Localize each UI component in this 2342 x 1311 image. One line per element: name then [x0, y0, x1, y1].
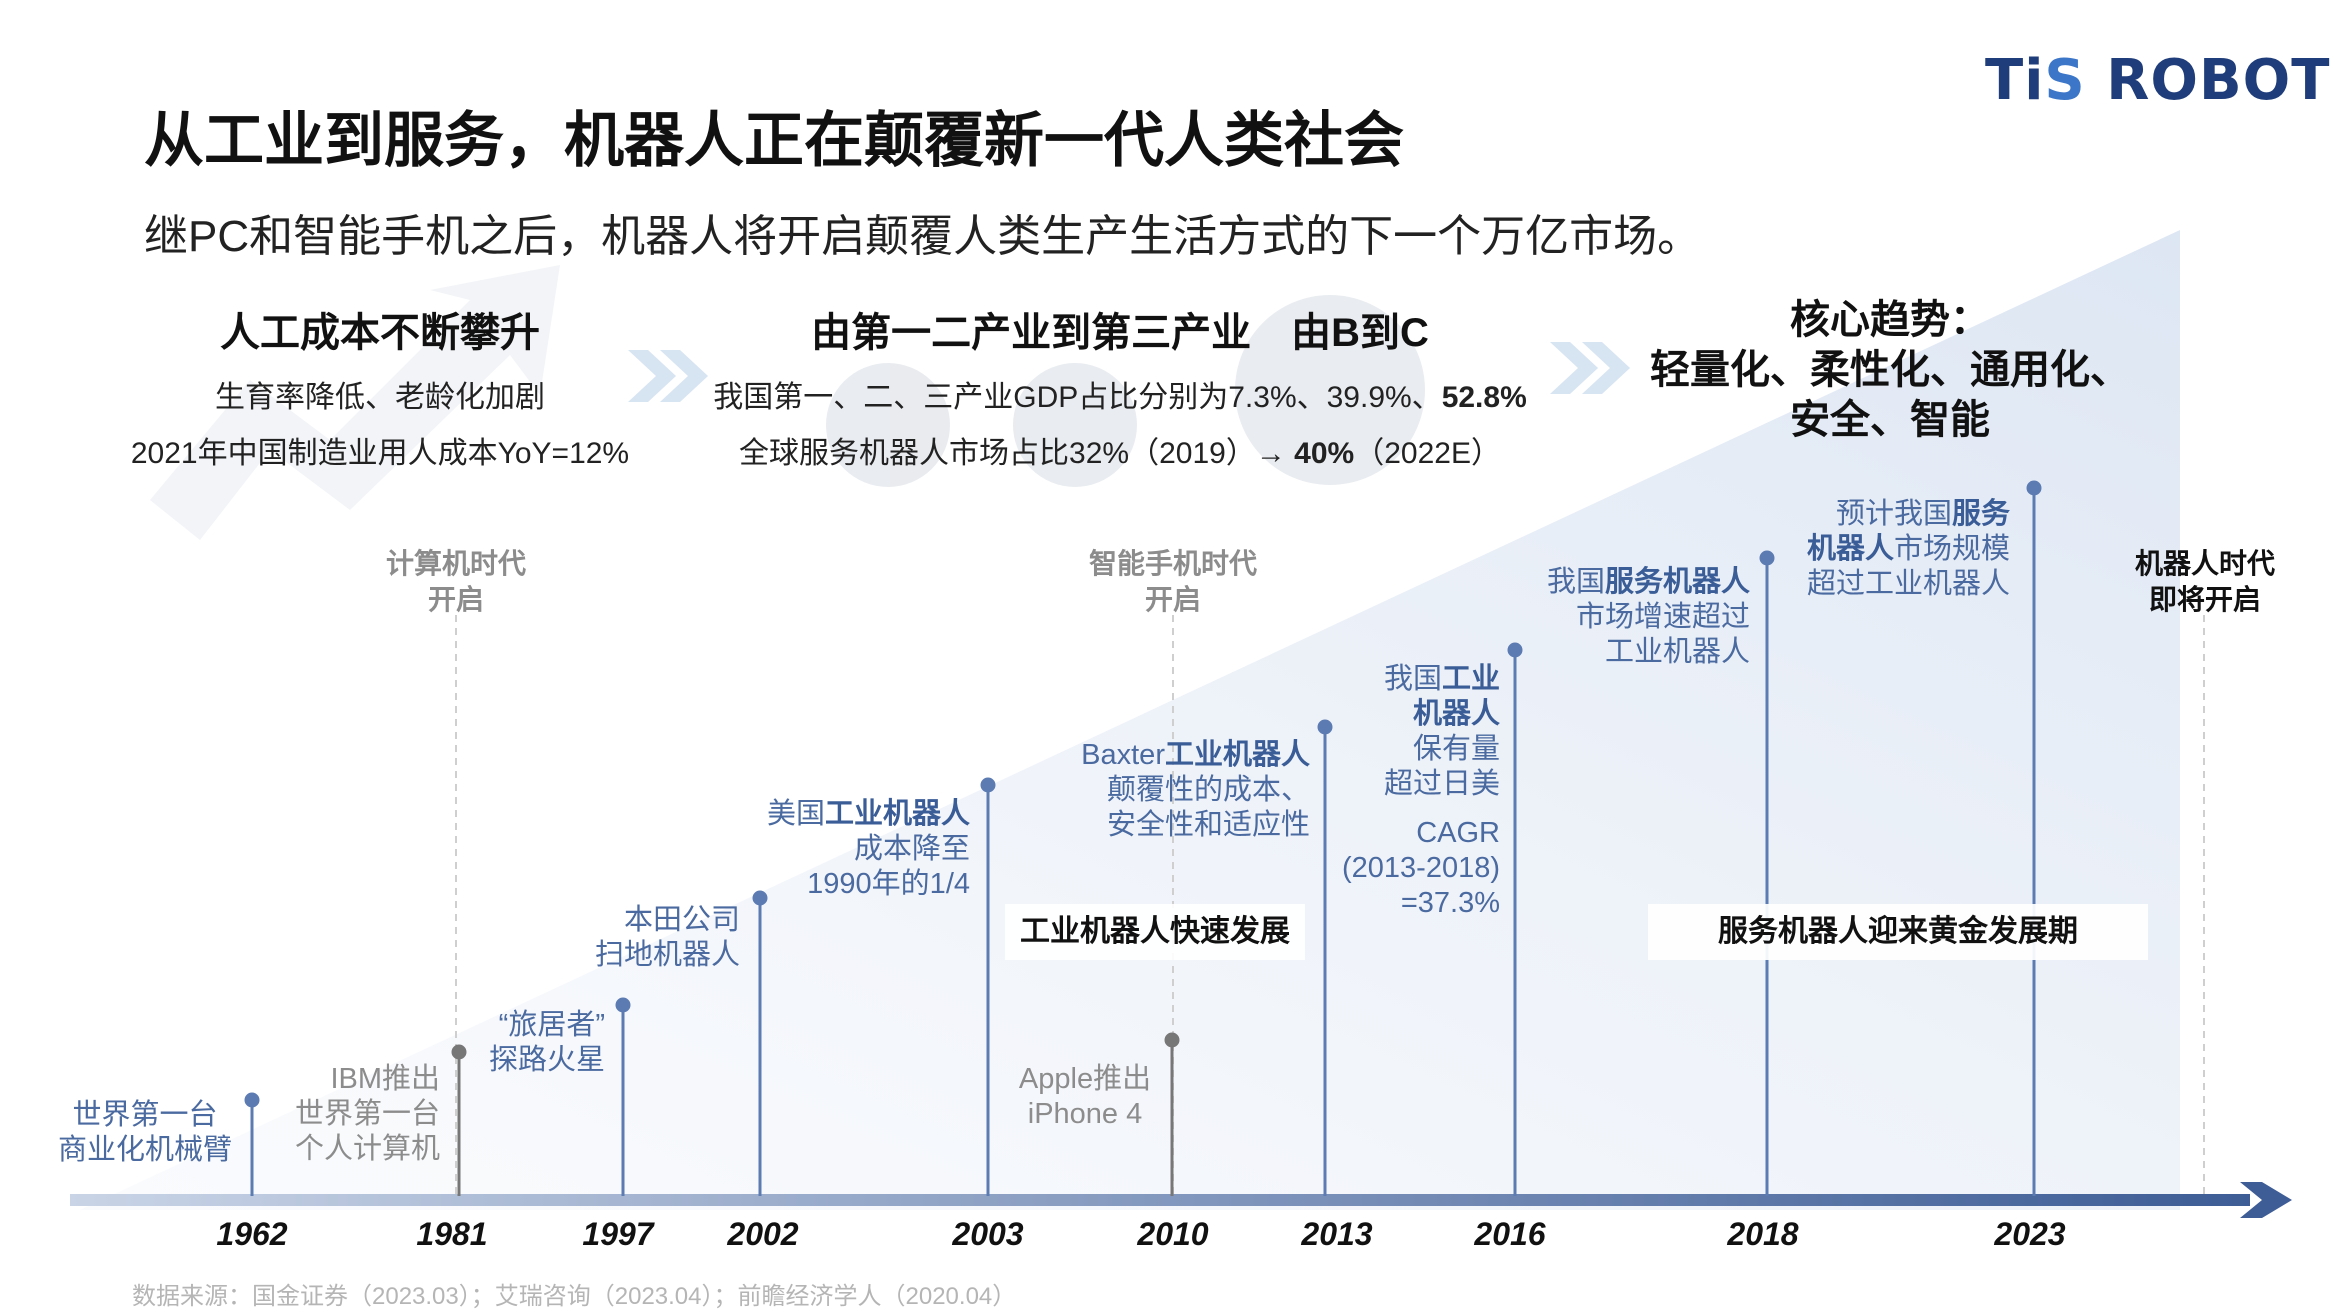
event-2018: 我国服务机器人 市场增速超过 工业机器人	[1546, 566, 1750, 668]
data-source: 数据来源：国金证券（2023.03）；艾瑞咨询（2023.04）；前瞻经济学人（…	[132, 1283, 1017, 1310]
phase-service: 服务机器人迎来黄金发展期	[1648, 904, 2148, 960]
year-label: 1962	[216, 1216, 288, 1252]
industry-block: 由第一二产业到第三产业 由B到C 我国第一、二、三产业GDP占比分别为7.3%、…	[700, 300, 1540, 472]
rising-arrow-decoration	[150, 265, 560, 540]
growth-wedge	[80, 230, 2180, 1210]
year-label: 2010	[1137, 1216, 1209, 1252]
year-label: 2002	[727, 1216, 799, 1252]
era-robot: 机器人时代 即将开启	[2134, 548, 2275, 615]
year-label: 2013	[1301, 1216, 1373, 1252]
cost-line-1: 生育率降低、老龄化加剧	[215, 381, 545, 414]
chevron-decoration-2	[1550, 342, 1630, 394]
cost-block: 人工成本不断攀升 生育率降低、老龄化加剧 2021年中国制造业用人成本YoY=1…	[120, 300, 640, 472]
event-2002: 本田公司 扫地机器人	[594, 904, 740, 971]
year-label: 2003	[952, 1216, 1024, 1252]
timeline-arrowhead	[2240, 1182, 2292, 1218]
trend-line-2: 轻量化、柔性化、通用化、	[1650, 348, 2130, 392]
phase-industrial: 工业机器人快速发展	[1005, 904, 1305, 960]
event-2016: 我国工业 机器人 保有量 超过日美 CAGR (2013-2018) =37.3…	[1342, 663, 1500, 919]
page-subtitle: 继PC和智能手机之后，机器人将开启颠覆人类生产生活方式的下一个万亿市场。	[144, 212, 1702, 261]
cost-heading: 人工成本不断攀升	[220, 311, 540, 355]
trend-line-1: 核心趋势：	[1790, 298, 1990, 342]
event-1962: 世界第一台 商业化机械臂	[57, 1099, 232, 1166]
year-label: 2018	[1727, 1216, 1799, 1252]
trend-line-3: 安全、智能	[1790, 398, 1990, 442]
year-label: 1997	[582, 1216, 654, 1252]
page-title: 从工业到服务，机器人正在颠覆新一代人类社会	[144, 107, 1404, 174]
industry-line-1: 我国第一、二、三产业GDP占比分别为7.3%、39.9%、52.8%	[713, 381, 1527, 414]
timeline-axis	[70, 1194, 2250, 1206]
year-label: 2023	[1994, 1216, 2066, 1252]
circle-decoration	[826, 295, 1425, 487]
event-1997: “旅居者” 探路火星	[488, 1009, 605, 1076]
event-2013: Baxter工业机器人 颠覆性的成本、 安全性和适应性	[1081, 739, 1310, 841]
event-1981: IBM推出 世界第一台 个人计算机	[294, 1063, 440, 1165]
cost-line-2: 2021年中国制造业用人成本YoY=12%	[130, 437, 630, 470]
industry-line-2: 全球服务机器人市场占比32%（2019）→ 40%（2022E）	[739, 437, 1501, 470]
tis-robot-logo: TiS ROBOT	[1985, 48, 2331, 113]
trend-block: 核心趋势： 轻量化、柔性化、通用化、 安全、智能	[1620, 295, 2160, 445]
year-label: 2016	[1474, 1216, 1546, 1252]
industry-heading: 由第一二产业到第三产业 由B到C	[811, 311, 1429, 355]
era-computer: 计算机时代 开启	[385, 548, 526, 615]
era-smartphone: 智能手机时代 开启	[1088, 548, 1257, 615]
chevron-decoration-1	[628, 350, 708, 402]
year-label: 1981	[416, 1216, 488, 1252]
event-2003: 美国工业机器人 成本降至 1990年的1/4	[766, 798, 970, 900]
event-2023: 预计我国服务 机器人市场规模 超过工业机器人	[1806, 498, 2010, 600]
event-2010: Apple推出 iPhone 4	[1018, 1063, 1152, 1130]
